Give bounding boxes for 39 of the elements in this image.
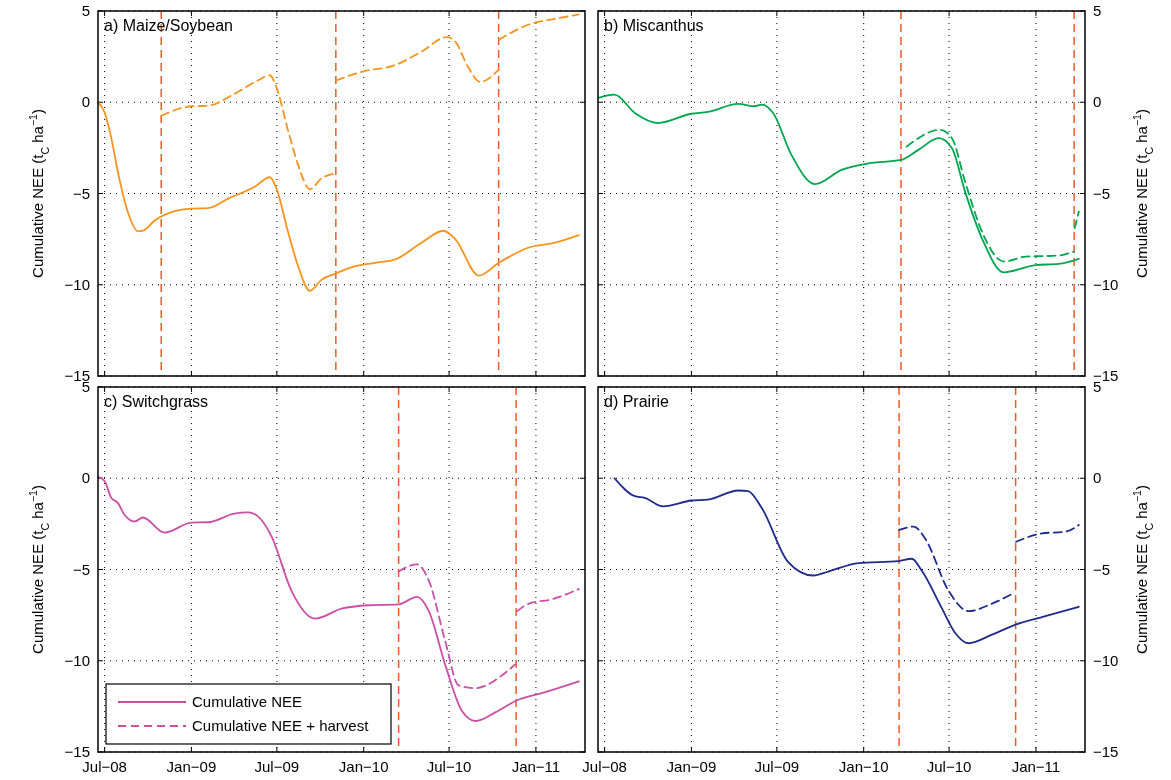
y-tick-label: 5: [1093, 2, 1102, 19]
line-series: [597, 93, 1080, 274]
chart-title: a) Maize/Soybean: [104, 17, 233, 34]
line-series: [613, 477, 1080, 645]
y-tick-label: −10: [64, 275, 90, 293]
y-tick-label: −15: [1093, 743, 1119, 760]
x-tick-label: Jan−10: [338, 758, 389, 775]
y-tick-label: −10: [1093, 275, 1119, 293]
y-tick-label: 0: [81, 93, 90, 111]
x-tick-label: Jan−09: [166, 758, 217, 775]
chart-title: b) Miscanthus: [604, 17, 704, 34]
y-tick-label: −10: [64, 651, 90, 669]
x-tick-label: Jul−08: [582, 758, 627, 775]
y-tick-label: −5: [72, 560, 90, 578]
y-tick-label: 0: [1093, 469, 1102, 487]
legend-label: Cumulative NEE: [192, 693, 303, 710]
x-tick-label: Jul−09: [754, 758, 800, 775]
line-series: [97, 101, 580, 292]
y-tick-label: 5: [1093, 378, 1102, 395]
y-tick-label: 0: [81, 469, 90, 487]
x-tick-label: Jan−10: [838, 758, 889, 775]
y-tick-label: −15: [64, 743, 90, 760]
x-tick-label: Jan−09: [666, 758, 717, 775]
x-tick-label: Jul−09: [254, 758, 300, 775]
y-tick-label: 5: [81, 2, 90, 19]
legend-label: Cumulative NEE + harvest: [192, 717, 370, 734]
chart-title: d) Prairie: [604, 393, 670, 410]
y-tick-label: 0: [1093, 93, 1102, 111]
x-tick-label: Jul−10: [426, 758, 472, 775]
y-tick-label: −5: [72, 184, 90, 202]
line-series: [97, 476, 580, 722]
x-tick-label: Jan−11: [511, 758, 561, 775]
x-tick-label: Jan−11: [1011, 758, 1061, 775]
chart-title: c) Switchgrass: [104, 393, 209, 410]
x-tick-label: Jul−08: [82, 758, 127, 775]
x-tick-label: Jul−10: [926, 758, 972, 775]
y-tick-label: −5: [1093, 560, 1111, 578]
y-tick-label: −10: [1093, 651, 1119, 669]
y-tick-label: −5: [1093, 184, 1111, 202]
